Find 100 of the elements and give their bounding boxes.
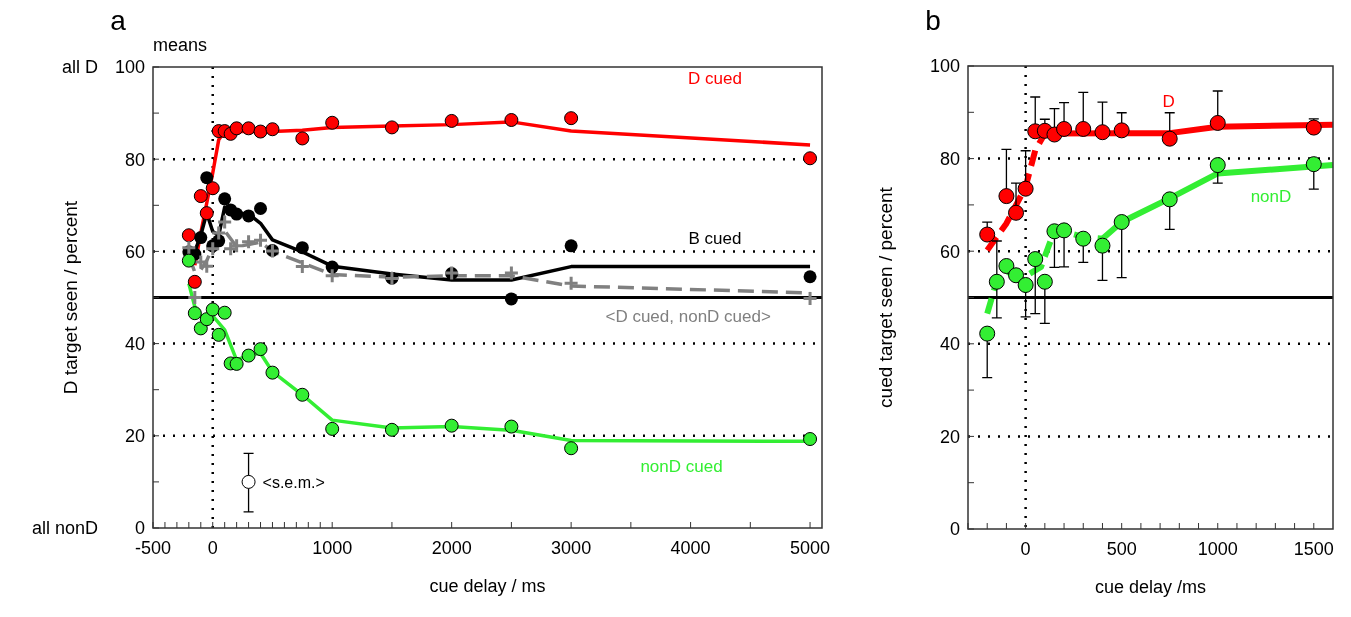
point xyxy=(218,192,232,206)
y-tick-label: 80 xyxy=(124,149,145,170)
point xyxy=(241,121,256,136)
series-label: nonD xyxy=(1250,186,1292,206)
point xyxy=(180,239,197,256)
point xyxy=(1036,273,1053,290)
x-tick-label: 0 xyxy=(1020,539,1031,559)
y-axis-title: D target seen / percent xyxy=(60,200,81,395)
point xyxy=(194,231,208,245)
x-tick-label: 3000 xyxy=(551,538,592,558)
point xyxy=(217,305,232,320)
point xyxy=(384,120,399,135)
point xyxy=(998,188,1015,205)
point xyxy=(1094,124,1111,141)
x-tick-label: 4000 xyxy=(670,538,711,558)
y-tick-label: 0 xyxy=(134,518,145,539)
y-tick-label: 60 xyxy=(124,241,145,262)
point xyxy=(1094,237,1111,254)
x-tick-label: 2000 xyxy=(431,538,472,558)
y-tick-label: 100 xyxy=(929,56,960,77)
series-label: B cued xyxy=(688,228,742,248)
point xyxy=(1075,120,1092,137)
point xyxy=(181,228,196,243)
y-tick-label: 40 xyxy=(124,333,145,354)
point xyxy=(241,348,256,363)
point xyxy=(324,267,341,284)
point xyxy=(1305,119,1322,136)
point xyxy=(295,387,310,402)
point xyxy=(295,241,309,255)
point xyxy=(1161,191,1178,208)
point xyxy=(504,419,519,434)
y-tick-label: 0 xyxy=(949,519,960,540)
point xyxy=(563,275,580,292)
point xyxy=(384,422,399,437)
point xyxy=(1113,214,1130,231)
x-tick-label: 1500 xyxy=(1293,539,1334,559)
y-tick-label: 60 xyxy=(939,241,960,262)
point xyxy=(205,181,220,196)
point xyxy=(240,233,257,250)
series-label: D xyxy=(1162,91,1175,111)
point xyxy=(564,111,579,126)
point xyxy=(253,124,268,139)
text: D cued xyxy=(688,69,742,89)
point xyxy=(211,327,226,342)
point xyxy=(265,122,280,137)
point xyxy=(1027,251,1044,268)
point xyxy=(294,258,311,275)
point xyxy=(187,306,202,321)
point xyxy=(193,321,208,336)
point xyxy=(216,213,233,230)
point xyxy=(802,290,819,307)
point xyxy=(230,207,244,221)
x-tick-label: 0 xyxy=(207,538,218,558)
x-axis-title: cue delay / ms xyxy=(429,576,546,596)
point xyxy=(325,115,340,130)
point xyxy=(979,226,996,243)
point xyxy=(1008,204,1025,221)
point xyxy=(199,206,214,221)
point xyxy=(979,325,996,342)
point xyxy=(210,224,227,241)
point xyxy=(1305,156,1322,173)
series-label: nonD cued xyxy=(640,456,723,476)
series-label: <D cued, nonD cued> xyxy=(605,306,771,326)
point xyxy=(504,292,518,306)
point xyxy=(181,253,196,268)
point xyxy=(253,342,268,357)
point xyxy=(1209,157,1226,174)
chart-title: b xyxy=(925,5,941,36)
point xyxy=(1056,222,1073,239)
point xyxy=(1017,277,1034,293)
y-tick-label: 20 xyxy=(939,426,960,447)
point xyxy=(1008,267,1025,284)
point xyxy=(1209,114,1226,131)
point xyxy=(444,418,459,433)
point xyxy=(241,474,256,489)
text: all nonD xyxy=(31,518,98,539)
chart-title: a xyxy=(110,5,127,36)
point xyxy=(803,432,818,447)
point xyxy=(229,356,244,371)
point xyxy=(186,289,203,306)
chart-subtitle: means xyxy=(153,35,208,55)
point xyxy=(1113,122,1130,139)
point xyxy=(187,274,202,289)
point xyxy=(564,239,578,253)
point xyxy=(265,365,280,380)
point xyxy=(803,151,818,166)
y-tick-label: 80 xyxy=(939,148,960,169)
y-tick-label: 20 xyxy=(124,426,145,447)
point xyxy=(503,265,520,282)
point xyxy=(229,121,244,136)
x-tick-label: 500 xyxy=(1106,539,1137,559)
x-tick-label: 1000 xyxy=(1197,539,1238,559)
point xyxy=(1075,230,1092,247)
point xyxy=(1056,120,1073,137)
point xyxy=(988,273,1005,290)
point xyxy=(193,189,208,204)
y-tick-label: 100 xyxy=(114,57,145,78)
point xyxy=(199,312,214,327)
point xyxy=(252,232,269,249)
point xyxy=(998,258,1015,275)
